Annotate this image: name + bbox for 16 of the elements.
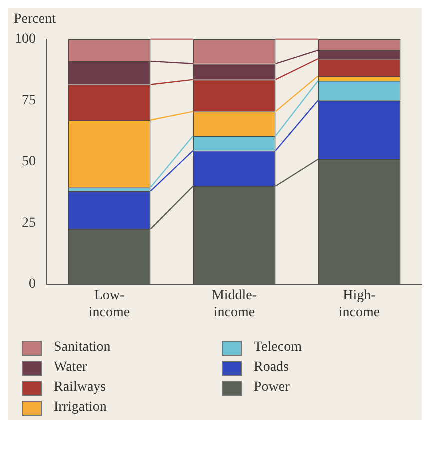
y-tick-label: 100 [15,32,36,48]
legend-label: Water [54,360,88,376]
legend-label: Railways [54,380,106,396]
legend-label: Irrigation [54,400,107,416]
y-tick-label: 75 [22,93,36,108]
legend-label: Power [254,380,290,396]
y-tick-label: 0 [29,277,36,292]
y-tick-label: 25 [22,216,36,231]
legend-label: Sanitation [54,340,111,356]
x-tick-label: Low-income [88,288,130,320]
x-tick-label: Middle-income [212,288,258,320]
legend-label: Telecom [254,340,302,356]
y-tick-label: 50 [22,154,36,170]
y-axis-title: Percent [13,11,57,28]
x-tick-label: High-income [338,288,380,320]
legend-label: Roads [254,360,289,376]
